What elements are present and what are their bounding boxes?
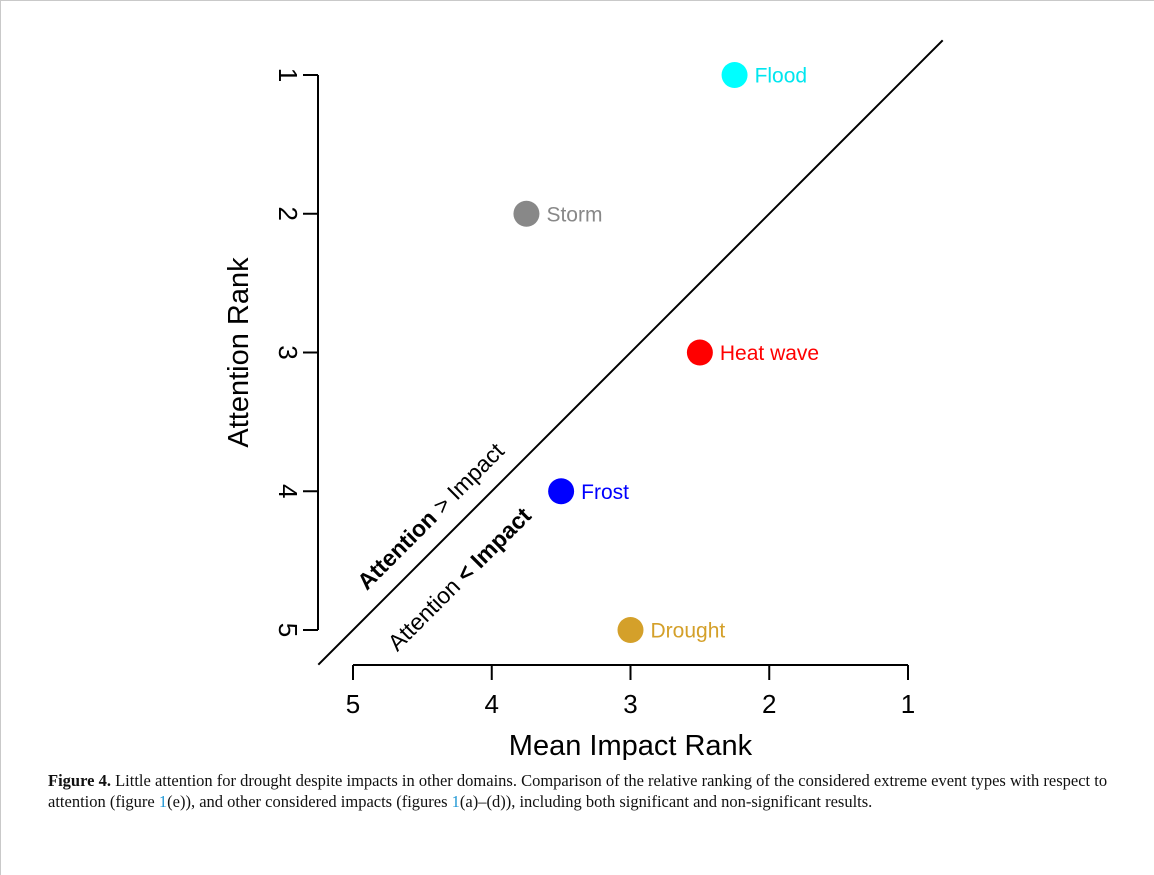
annotation-upper-rest: > Impact: [423, 437, 509, 523]
x-tick-label: 2: [762, 689, 776, 719]
annotation-upper-bold: Attention: [352, 505, 442, 595]
caption-text-3: (a)–(d)), including both significant and…: [459, 792, 873, 811]
data-point-drought: [617, 617, 644, 643]
y-tick-label: 2: [273, 207, 303, 221]
point-label-heat-wave: Heat wave: [720, 342, 819, 365]
annotation-lower-normal: Attention: [383, 569, 470, 656]
caption-text-1: Little attention for drought despite imp…: [48, 771, 1108, 811]
x-ticks: 5 4 3 2 1: [346, 665, 915, 719]
x-tick-label: 5: [346, 689, 360, 719]
data-point-storm: [513, 200, 540, 227]
data-point-heat-wave: [686, 339, 713, 366]
data-point-flood: [721, 62, 748, 88]
diagonal-line: [317, 39, 944, 666]
axes: 1 2 3 4 5 5 4 3 2 1: [273, 68, 915, 719]
x-tick-label: 4: [485, 689, 499, 719]
point-label-drought: Drought: [651, 620, 726, 643]
annotations: Attention > Impact Attention < Impact: [352, 437, 536, 656]
y-tick-label: 4: [273, 484, 303, 498]
x-axis-label: Mean Impact Rank: [509, 730, 753, 760]
point-label-storm: Storm: [546, 203, 602, 226]
y-tick-label: 1: [273, 68, 303, 82]
figure-reference-link-1[interactable]: 1: [158, 792, 168, 811]
x-tick-label: 3: [623, 689, 637, 719]
point-label-frost: Frost: [581, 481, 629, 504]
figure-reference-link-2[interactable]: 1: [451, 792, 460, 811]
point-label-flood: Flood: [755, 65, 808, 88]
figure-caption: Figure 4. Little attention for drought d…: [48, 770, 1138, 812]
data-point-frost: [548, 478, 575, 505]
annotation-lower-bold: < Impact: [451, 502, 536, 587]
scatter-plot: 1 2 3 4 5 5 4 3 2 1 Attention > Impact Attention…: [223, 39, 944, 760]
figure-label: Figure 4.: [48, 771, 111, 790]
y-axis-label: Attention Rank: [223, 257, 255, 448]
caption-text-2: (e)), and other considered impacts (figu…: [167, 792, 452, 811]
x-tick-label: 1: [901, 689, 915, 719]
y-tick-label: 5: [273, 623, 303, 637]
annotation-attention-greater: Attention > Impact: [352, 437, 510, 595]
y-ticks: 1 2 3 4 5: [273, 68, 318, 637]
data-points: Flood Storm Heat wave Frost Drought: [513, 62, 819, 643]
y-tick-label: 3: [273, 345, 303, 359]
